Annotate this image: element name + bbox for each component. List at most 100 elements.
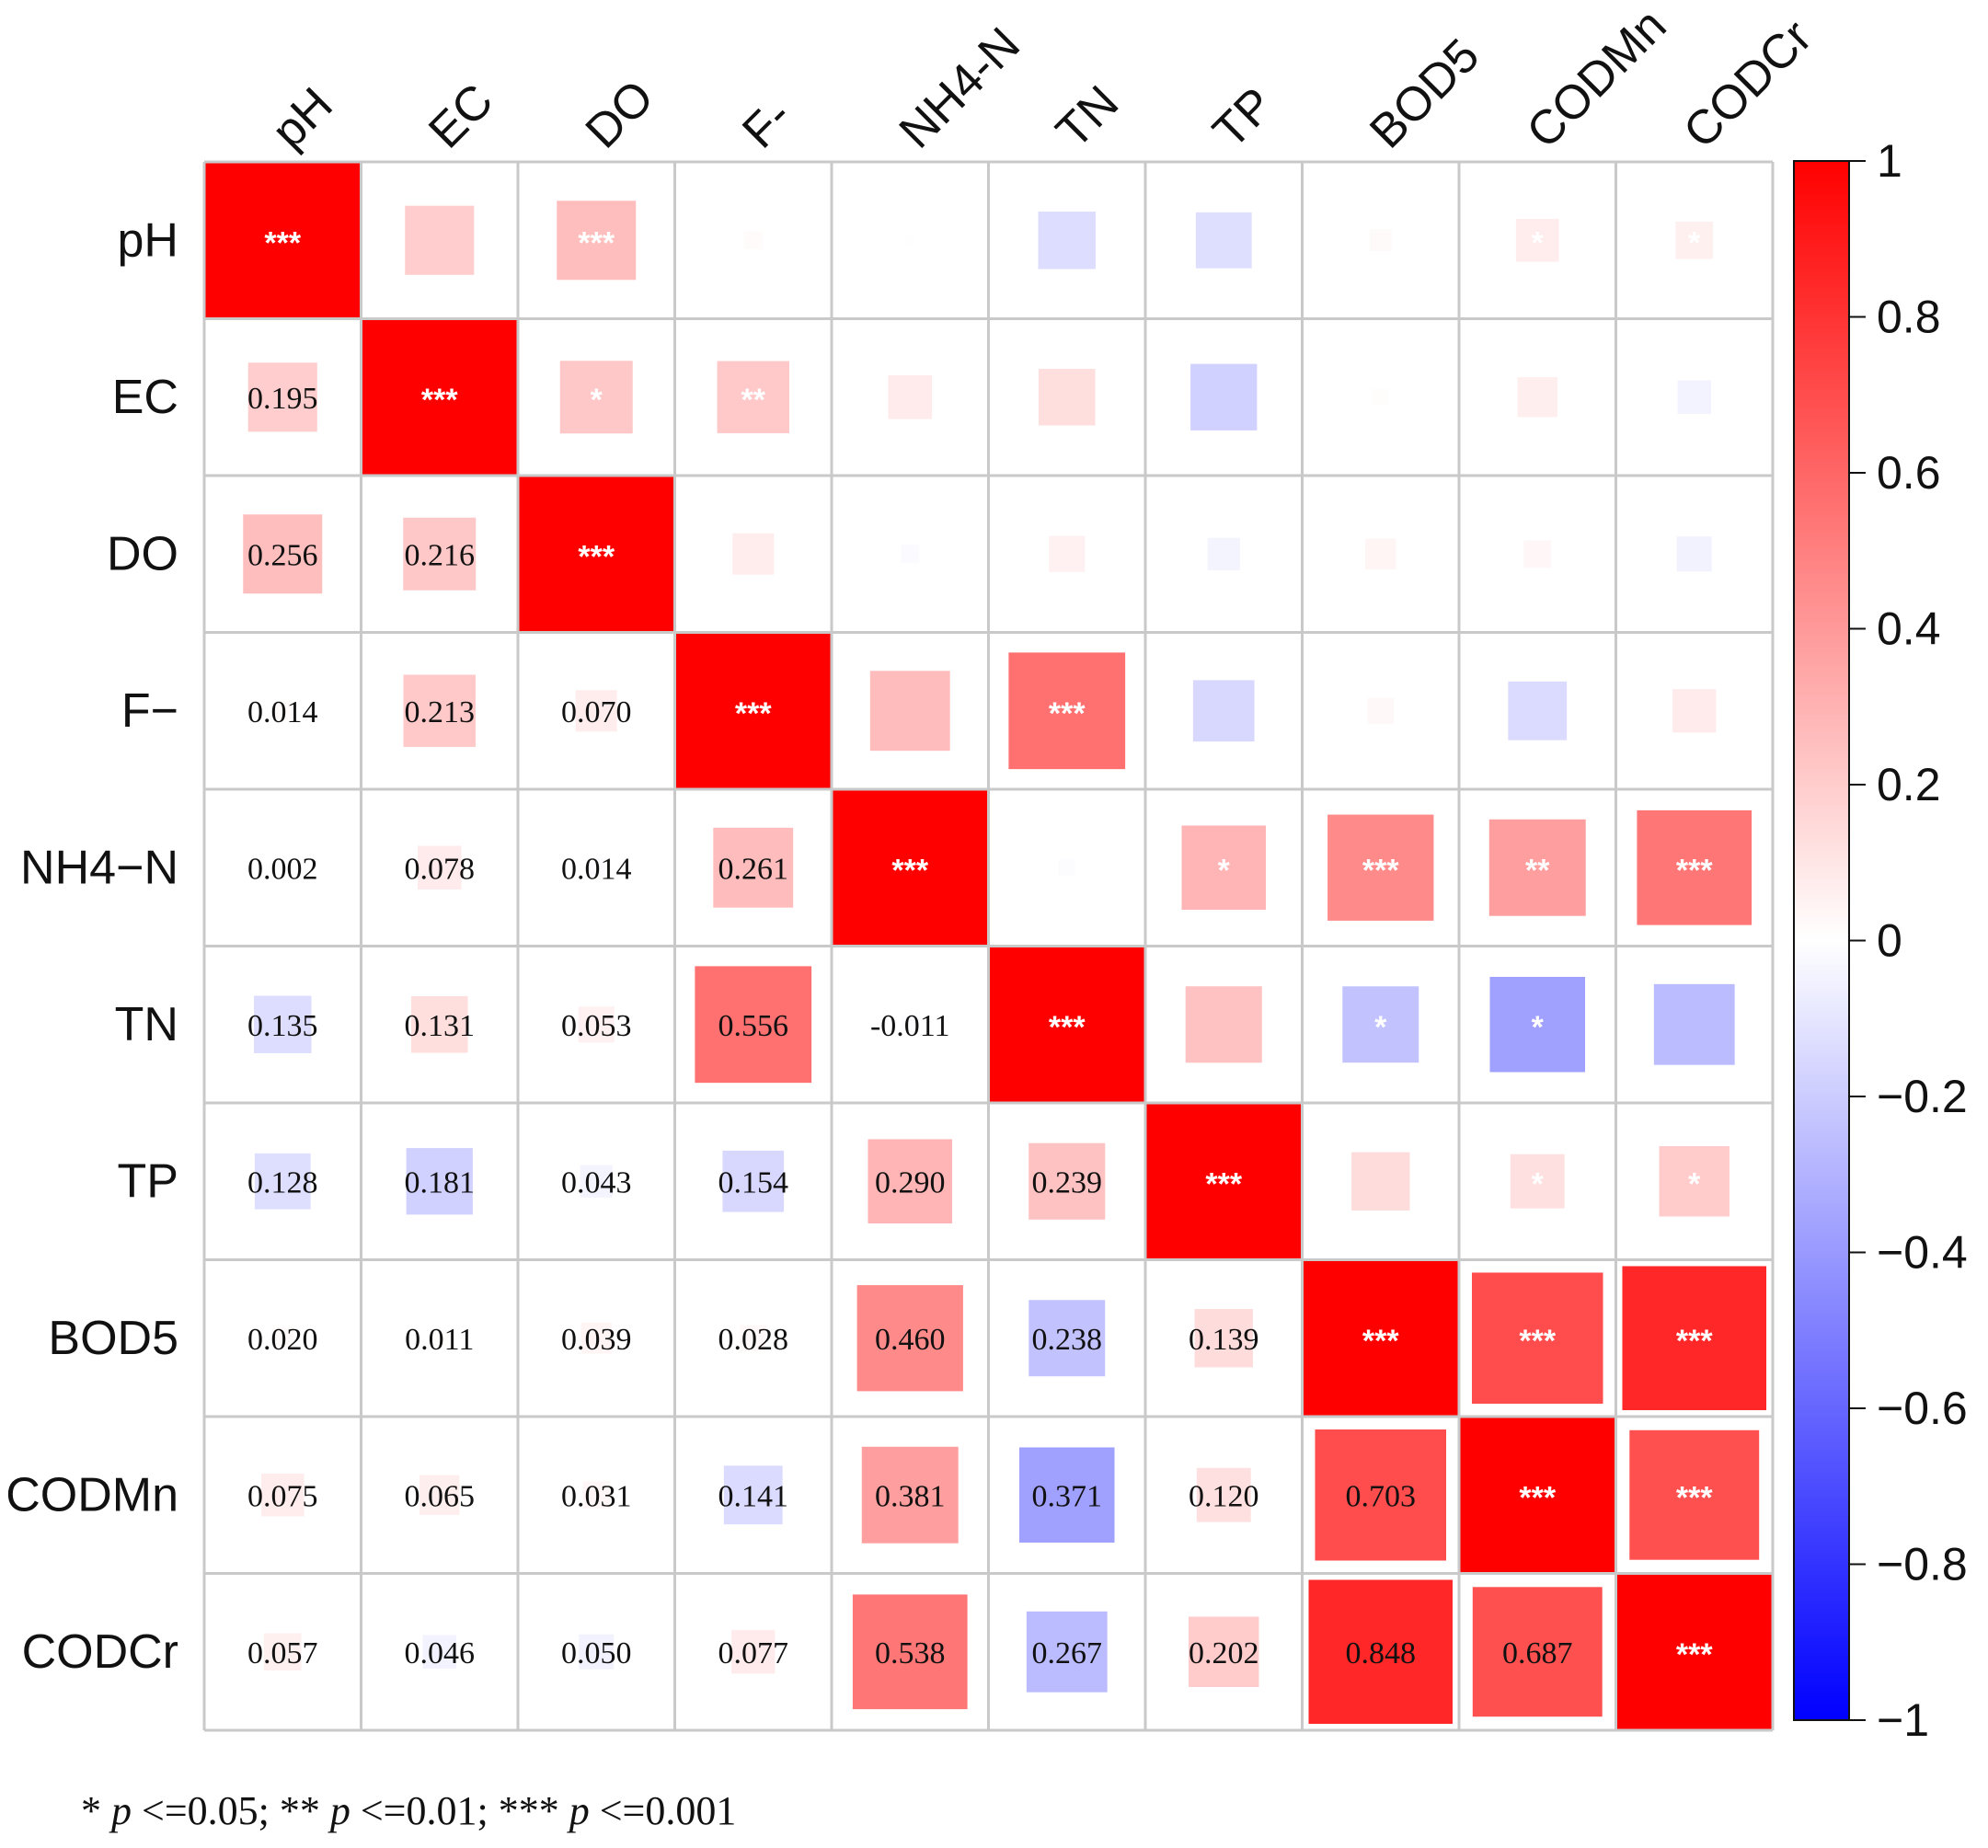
cell-8-6 xyxy=(1196,1467,1251,1522)
value-label: 0.371 xyxy=(1032,1479,1103,1513)
value-label: 0.031 xyxy=(561,1479,632,1513)
significance-stars: *** xyxy=(1362,853,1399,888)
cell-3-0 xyxy=(273,701,293,720)
cell-3-1 xyxy=(403,674,476,747)
cell-8-5 xyxy=(1018,1447,1115,1544)
cell-4-4 xyxy=(832,789,989,947)
value-label: 0.238 xyxy=(1032,1323,1103,1357)
significance-stars: * xyxy=(1688,225,1701,260)
cell-3-2 xyxy=(575,690,617,732)
significance-stars: *** xyxy=(1519,1480,1556,1515)
cell-5-1 xyxy=(410,995,468,1053)
cell-1-2 xyxy=(559,361,633,434)
value-label: 0.687 xyxy=(1502,1636,1573,1670)
colorbar: 1 0.8 0.6 0.4 0.2 0 −0.2 −0.4 −0.6 −0.8 −1 xyxy=(1793,135,1968,1746)
value-label: 0.154 xyxy=(718,1165,789,1199)
column-label: DO xyxy=(576,70,664,158)
cell-4-8 xyxy=(1488,819,1586,916)
significance-stars: *** xyxy=(264,225,301,260)
cell-0-2 xyxy=(557,201,637,281)
cell-0-0 xyxy=(204,162,362,319)
value-label: 0.181 xyxy=(405,1165,476,1199)
footnote-p: p xyxy=(109,1788,132,1833)
value-label: 0.077 xyxy=(718,1636,789,1670)
footnote-p: p xyxy=(567,1788,590,1833)
cell-2-4 xyxy=(901,545,920,564)
cell-2-8 xyxy=(1523,540,1552,568)
column-label: TP xyxy=(1203,77,1284,158)
cell-3-9 xyxy=(1672,689,1717,733)
cell-1-0 xyxy=(247,362,317,432)
value-label: 0.039 xyxy=(561,1323,632,1357)
cell-4-0 xyxy=(278,863,288,873)
column-label: NH4-N xyxy=(890,17,1030,158)
value-label: -0.011 xyxy=(870,1009,950,1043)
cell-5-4 xyxy=(902,1016,919,1033)
colorbar-tick-label: 1 xyxy=(1877,135,1902,187)
cell-6-0 xyxy=(254,1153,311,1210)
cell-9-4 xyxy=(852,1594,968,1710)
cell-1-5 xyxy=(1038,368,1096,426)
cell-0-8 xyxy=(1515,218,1559,262)
row-label: CODCr xyxy=(22,1625,178,1679)
cell-3-7 xyxy=(1367,697,1394,724)
value-label: 0.078 xyxy=(405,852,476,886)
cell-4-5 xyxy=(1058,859,1075,877)
cell-2-5 xyxy=(1049,535,1086,572)
heatmap-grid xyxy=(202,160,1775,1732)
cell-3-8 xyxy=(1508,681,1568,740)
cell-3-3 xyxy=(674,632,832,789)
column-label: CODMn xyxy=(1517,0,1677,158)
colorbar-tick-label: 0.8 xyxy=(1877,292,1941,343)
row-label: TP xyxy=(118,1154,178,1208)
cell-1-6 xyxy=(1190,363,1258,430)
significance-stars: * xyxy=(591,383,603,418)
cell-4-2 xyxy=(587,858,606,878)
cell-6-2 xyxy=(580,1165,613,1198)
cell-5-9 xyxy=(1653,983,1735,1065)
significance-stars: *** xyxy=(1519,1324,1556,1359)
cell-8-1 xyxy=(419,1475,460,1515)
cell-8-3 xyxy=(723,1465,783,1525)
value-label: 0.070 xyxy=(561,695,632,729)
value-label: 0.290 xyxy=(875,1165,946,1199)
colorbar-tick-label: −0.4 xyxy=(1877,1227,1968,1279)
cell-9-6 xyxy=(1189,1616,1259,1687)
value-label: 0.057 xyxy=(247,1636,318,1670)
cell-8-8 xyxy=(1459,1417,1616,1574)
row-label: EC xyxy=(112,371,178,424)
value-label: 0.002 xyxy=(247,852,318,886)
significance-stars: *** xyxy=(1676,1324,1713,1359)
value-label: 0.202 xyxy=(1189,1636,1259,1670)
cell-8-9 xyxy=(1629,1429,1760,1560)
footnote-text: <=0.01; *** xyxy=(350,1788,569,1833)
column-label: F- xyxy=(732,89,802,159)
row-label: pH xyxy=(118,213,178,267)
value-label: 0.261 xyxy=(718,852,789,886)
significance-stars: * xyxy=(1688,1166,1701,1201)
cell-7-6 xyxy=(1194,1309,1253,1368)
cell-6-3 xyxy=(722,1150,785,1212)
cell-3-6 xyxy=(1192,680,1255,742)
value-label: 0.075 xyxy=(247,1479,318,1513)
column-label: TN xyxy=(1046,75,1129,158)
cell-1-1 xyxy=(361,318,518,476)
cell-2-1 xyxy=(403,517,477,591)
cell-5-6 xyxy=(1185,986,1262,1063)
value-label: 0.703 xyxy=(1346,1479,1417,1513)
cell-9-5 xyxy=(1026,1611,1108,1693)
cell-4-1 xyxy=(418,845,462,890)
significance-stars: * xyxy=(1532,1166,1545,1201)
cell-4-6 xyxy=(1181,825,1267,911)
significance-stars: *** xyxy=(735,696,772,731)
cell-1-3 xyxy=(717,361,789,433)
cell-2-0 xyxy=(243,514,323,594)
significance-stars: * xyxy=(1218,853,1231,888)
footnote-text: <=0.001 xyxy=(590,1788,737,1833)
cell-7-2 xyxy=(580,1322,613,1354)
value-label: 0.020 xyxy=(247,1323,318,1357)
colorbar-gradient xyxy=(1793,160,1850,1721)
significance-stars: *** xyxy=(1676,1480,1713,1515)
cell-9-9 xyxy=(1615,1573,1773,1730)
heatmap-labels: *** *** * *0.195 *** * **0.256 0.216 ***0.014 0.2… xyxy=(247,225,1713,1672)
